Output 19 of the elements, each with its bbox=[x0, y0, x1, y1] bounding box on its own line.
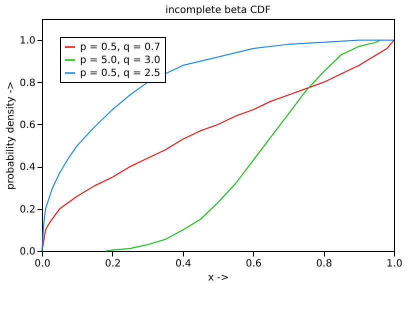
legend-label: p = 0.5, q = 0.7 bbox=[80, 42, 160, 53]
y-tick-label: 0.6 bbox=[20, 120, 36, 131]
x-tick-label: 1.0 bbox=[386, 258, 402, 270]
legend-label: p = 0.5, q = 2.5 bbox=[80, 68, 160, 79]
line-series bbox=[42, 40, 394, 252]
x-tick-label: 0.8 bbox=[316, 258, 332, 270]
y-axis-title: probability density -> bbox=[6, 81, 17, 190]
x-tick-label: 0.0 bbox=[34, 258, 50, 270]
legend-label: p = 5.0, q = 3.0 bbox=[80, 55, 160, 66]
y-tick-label: 0.2 bbox=[20, 204, 36, 216]
chart-title: incomplete beta CDF bbox=[165, 5, 271, 16]
y-tick-label: 0.4 bbox=[20, 162, 36, 174]
y-tick-label: 1.0 bbox=[20, 36, 36, 47]
x-axis-title: x -> bbox=[208, 272, 230, 284]
x-tick-label: 0.2 bbox=[104, 258, 121, 270]
y-tick-label: 0.0 bbox=[20, 246, 36, 258]
x-tick-label: 0.6 bbox=[246, 258, 262, 270]
x-tick-label: 0.4 bbox=[175, 258, 192, 270]
y-tick-label: 0.8 bbox=[20, 78, 36, 89]
